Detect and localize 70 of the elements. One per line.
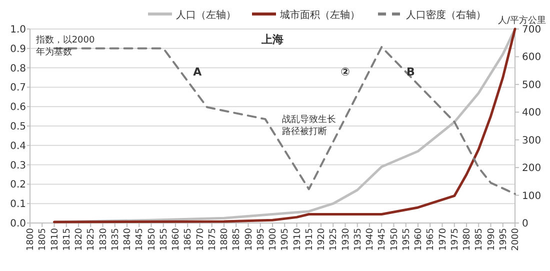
- x-tick-label: 1975: [450, 228, 460, 251]
- x-tick-label: 1885: [232, 228, 242, 251]
- x-tick-label: 1880: [220, 228, 230, 251]
- x-tick-label: 1960: [414, 228, 424, 251]
- y2-tick-label: 0: [522, 218, 528, 230]
- y-tick-label: 0.5: [10, 122, 26, 132]
- x-tick-label: 1875: [208, 228, 218, 251]
- x-tick-label: 1935: [353, 228, 364, 251]
- annotation: 指数，以2000年为基数: [34, 34, 95, 58]
- x-tick-label: 2000: [511, 228, 521, 251]
- y-tick-label: 0.3: [10, 160, 26, 172]
- x-tick-label: 1800: [26, 228, 36, 251]
- x-tick-label: 1830: [98, 228, 109, 251]
- x-tick-label: 1920: [317, 228, 327, 251]
- legend-label: 城市面积（左轴）: [279, 9, 360, 21]
- legend-label: 人口（左轴）: [176, 9, 236, 21]
- y2-tick-label: 400: [522, 108, 542, 119]
- x-tick-label: 1865: [184, 228, 194, 251]
- x-tick-label: 1980: [462, 228, 472, 251]
- x-tick-label: 1805: [38, 228, 48, 251]
- y-tick-label: 0.7: [10, 82, 26, 94]
- y2-tick-label: 200: [522, 163, 542, 174]
- y-tick-label: 0.6: [10, 102, 26, 114]
- x-tick-label: 1840: [123, 228, 133, 251]
- annotation: ②: [340, 66, 350, 79]
- x-tick-label: 1900: [268, 228, 278, 251]
- x-tick-label: 1995: [498, 228, 509, 251]
- x-tick-label: 1860: [172, 228, 182, 251]
- x-tick-label: 1925: [329, 228, 340, 251]
- x-tick-label: 1945: [378, 228, 388, 251]
- x-tick-label: 1985: [474, 228, 485, 251]
- x-tick-label: 1815: [62, 228, 72, 251]
- y-tick-label: 0.1: [10, 199, 26, 210]
- x-tick-label: 1890: [244, 228, 254, 251]
- x-tick-label: 1895: [256, 228, 266, 251]
- x-tick-label: 1905: [280, 228, 291, 251]
- annotation: A: [193, 66, 202, 79]
- y-tick-label: 0.8: [10, 63, 26, 74]
- legend-label: 人口密度（右轴）: [406, 9, 486, 21]
- annotation: 战乱导致生长路径被打断: [282, 114, 336, 137]
- annotation: B: [406, 66, 415, 79]
- x-tick-label: 1970: [438, 228, 448, 251]
- x-tick-label: 1835: [110, 228, 121, 251]
- x-tick-label: 1855: [159, 228, 170, 251]
- y2-axis-title: 人/平方公里: [498, 15, 546, 26]
- x-tick-label: 1850: [147, 228, 158, 251]
- y2-tick-label: 700: [522, 24, 542, 36]
- y-tick-label: 0.9: [10, 44, 26, 55]
- x-tick-label: 1820: [74, 228, 84, 251]
- y2-tick-label: 600: [522, 52, 542, 64]
- x-tick-label: 1870: [196, 228, 206, 251]
- x-tick-label: 1915: [304, 228, 315, 251]
- y-tick-label: 0.0: [10, 218, 26, 230]
- x-tick-label: 1950: [390, 228, 400, 251]
- x-tick-label: 1940: [366, 228, 376, 251]
- chart-title: 上海: [260, 33, 284, 46]
- x-tick-label: 1955: [402, 228, 412, 251]
- x-tick-label: 1845: [135, 228, 146, 251]
- y2-tick-label: 100: [522, 190, 542, 202]
- y-tick-label: 1.0: [10, 24, 26, 36]
- x-tick-label: 1930: [341, 228, 352, 251]
- y2-tick-label: 300: [522, 135, 542, 146]
- x-tick-label: 1825: [86, 228, 97, 251]
- y-tick-label: 0.2: [10, 180, 26, 191]
- x-tick-label: 1910: [292, 228, 303, 251]
- x-tick-label: 1965: [426, 228, 436, 251]
- y-tick-label: 0.4: [10, 140, 26, 152]
- x-tick-label: 1810: [50, 228, 60, 251]
- x-tick-label: 1990: [486, 228, 497, 251]
- y2-tick-label: 500: [522, 80, 542, 91]
